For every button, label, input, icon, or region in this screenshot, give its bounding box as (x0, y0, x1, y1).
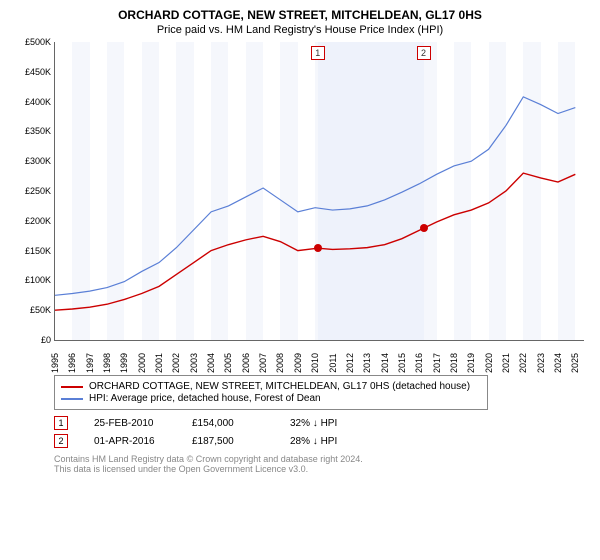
transaction-price: £187,500 (192, 436, 264, 447)
legend-swatch (61, 398, 83, 400)
y-tick-label: £100K (11, 275, 51, 285)
transaction-index-box: 2 (54, 434, 68, 448)
x-tick-label: 2006 (241, 348, 251, 378)
x-tick-label: 2018 (449, 348, 459, 378)
marker-dot-1 (314, 244, 322, 252)
x-tick-label: 2014 (380, 348, 390, 378)
transaction-date: 25-FEB-2010 (94, 418, 166, 429)
chart-area: £0£50K£100K£150K£200K£250K£300K£350K£400… (54, 42, 584, 367)
y-tick-label: £200K (11, 216, 51, 226)
y-tick-label: £400K (11, 97, 51, 107)
x-tick-label: 2021 (501, 348, 511, 378)
transaction-row: 1 25-FEB-2010 £154,000 32% ↓ HPI (54, 416, 588, 430)
x-tick-label: 2024 (553, 348, 563, 378)
line-series-svg (55, 42, 584, 340)
marker-label-2: 2 (417, 46, 431, 60)
y-tick-label: £300K (11, 156, 51, 166)
transaction-delta: 32% ↓ HPI (290, 418, 362, 429)
x-tick-label: 2019 (466, 348, 476, 378)
y-tick-label: £450K (11, 67, 51, 77)
footer-attribution: Contains HM Land Registry data © Crown c… (54, 454, 588, 474)
x-tick-label: 2000 (137, 348, 147, 378)
legend-swatch (61, 386, 83, 388)
x-tick-label: 2001 (154, 348, 164, 378)
x-tick-label: 2011 (328, 348, 338, 378)
marker-label-1: 1 (311, 46, 325, 60)
x-tick-label: 2007 (258, 348, 268, 378)
footer-line-1: Contains HM Land Registry data © Crown c… (54, 454, 588, 464)
y-tick-label: £50K (11, 305, 51, 315)
transaction-date: 01-APR-2016 (94, 436, 166, 447)
legend-item: ORCHARD COTTAGE, NEW STREET, MITCHELDEAN… (61, 381, 481, 392)
chart-subtitle: Price paid vs. HM Land Registry's House … (12, 24, 588, 36)
x-tick-label: 2005 (223, 348, 233, 378)
x-tick-label: 2010 (310, 348, 320, 378)
series-property_price (55, 173, 575, 310)
x-tick-label: 2025 (570, 348, 580, 378)
x-tick-label: 2016 (414, 348, 424, 378)
x-tick-label: 2003 (189, 348, 199, 378)
y-tick-label: £250K (11, 186, 51, 196)
y-tick-label: £350K (11, 126, 51, 136)
x-tick-label: 2009 (293, 348, 303, 378)
x-tick-label: 2013 (362, 348, 372, 378)
transaction-row: 2 01-APR-2016 £187,500 28% ↓ HPI (54, 434, 588, 448)
x-tick-label: 2012 (345, 348, 355, 378)
transaction-price: £154,000 (192, 418, 264, 429)
y-tick-label: £500K (11, 37, 51, 47)
x-tick-label: 2017 (432, 348, 442, 378)
transaction-delta: 28% ↓ HPI (290, 436, 362, 447)
x-tick-label: 1996 (67, 348, 77, 378)
plot-region: £0£50K£100K£150K£200K£250K£300K£350K£400… (54, 42, 584, 341)
y-tick-label: £0 (11, 335, 51, 345)
legend-text: HPI: Average price, detached house, Fore… (89, 393, 321, 404)
x-tick-label: 1998 (102, 348, 112, 378)
x-tick-label: 2020 (484, 348, 494, 378)
y-tick-label: £150K (11, 246, 51, 256)
chart-container: ORCHARD COTTAGE, NEW STREET, MITCHELDEAN… (0, 0, 600, 560)
x-tick-label: 2023 (536, 348, 546, 378)
marker-dot-2 (420, 224, 428, 232)
x-tick-label: 2004 (206, 348, 216, 378)
x-tick-label: 2015 (397, 348, 407, 378)
legend-text: ORCHARD COTTAGE, NEW STREET, MITCHELDEAN… (89, 381, 470, 392)
transaction-index-box: 1 (54, 416, 68, 430)
legend: ORCHARD COTTAGE, NEW STREET, MITCHELDEAN… (54, 375, 488, 410)
x-tick-label: 1997 (85, 348, 95, 378)
x-tick-label: 2022 (518, 348, 528, 378)
footer-line-2: This data is licensed under the Open Gov… (54, 464, 588, 474)
series-hpi_index (55, 97, 575, 295)
transactions-table: 1 25-FEB-2010 £154,000 32% ↓ HPI 2 01-APR-201… (54, 416, 588, 448)
x-tick-label: 1995 (50, 348, 60, 378)
x-tick-label: 1999 (119, 348, 129, 378)
x-tick-label: 2002 (171, 348, 181, 378)
legend-item: HPI: Average price, detached house, Fore… (61, 393, 481, 404)
x-tick-label: 2008 (275, 348, 285, 378)
chart-title: ORCHARD COTTAGE, NEW STREET, MITCHELDEAN… (12, 8, 588, 22)
